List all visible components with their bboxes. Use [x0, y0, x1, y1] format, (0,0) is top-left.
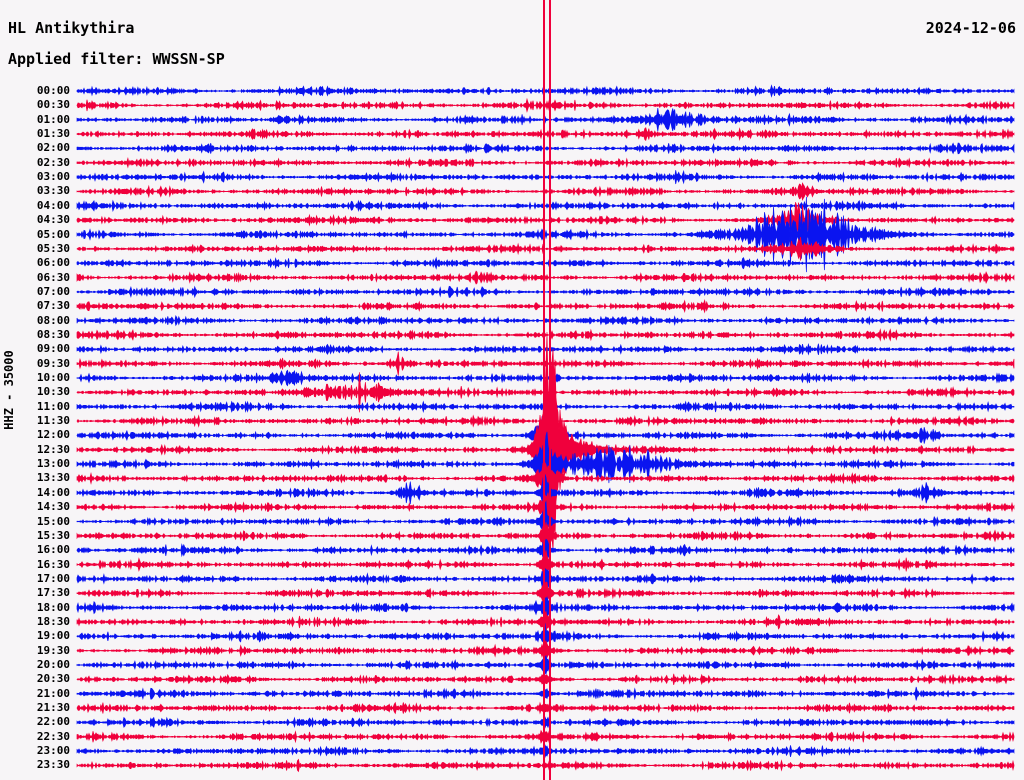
trace-row: [76, 686, 1015, 701]
time-label-0400: 04:00: [36, 198, 70, 212]
time-label-1100: 11:00: [36, 399, 70, 413]
trace-row: [76, 596, 1015, 620]
time-label-2130: 21:30: [36, 701, 70, 715]
trace-row: [76, 199, 1015, 212]
trace-row: [76, 270, 1015, 285]
trace-row: [76, 314, 1015, 327]
time-label-0230: 02:30: [36, 155, 70, 169]
trace-row: [76, 202, 1015, 239]
trace-row: [76, 182, 1015, 201]
trace-row: [76, 716, 1015, 729]
trace-row: [76, 343, 1015, 356]
trace-row: [76, 701, 1015, 715]
trace-row: [76, 581, 1015, 606]
time-label-2230: 22:30: [36, 729, 70, 743]
applied-filter-label: Applied filter: WWSSN-SP: [8, 50, 225, 68]
trace-row: [76, 196, 1015, 273]
time-label-1000: 10:00: [36, 371, 70, 384]
trace-row: [76, 169, 1015, 185]
trace-row: [76, 758, 1015, 773]
trace-row: [76, 744, 1015, 759]
trace-row: [76, 654, 1015, 676]
trace-row: [76, 474, 1015, 512]
time-label-1530: 15:30: [36, 528, 70, 542]
trace-row: [76, 538, 1015, 562]
trace-row: [76, 299, 1015, 314]
time-label-2200: 22:00: [36, 715, 70, 729]
time-label-1500: 15:00: [36, 514, 70, 528]
time-label-0300: 03:00: [36, 170, 70, 184]
time-label-1900: 19:00: [36, 629, 70, 643]
trace-row: [76, 673, 1015, 686]
trace-row: [76, 567, 1015, 590]
time-label-1130: 11:30: [36, 414, 70, 428]
trace-row: [76, 142, 1015, 155]
trace-row: [76, 97, 1015, 113]
trace-row: [76, 108, 1015, 132]
time-label-2300: 23:00: [36, 744, 70, 758]
trace-row: [76, 285, 1015, 299]
time-label-0030: 00:30: [36, 98, 70, 112]
time-label-0200: 02:00: [36, 141, 70, 155]
trace-row: [76, 729, 1015, 744]
time-label-0730: 07:30: [36, 299, 70, 313]
time-label-1630: 16:30: [36, 557, 70, 571]
time-label-0130: 01:30: [36, 127, 70, 141]
time-label-1600: 16:00: [36, 543, 70, 557]
trace-row: [76, 522, 1015, 550]
time-label-0900: 09:00: [36, 342, 70, 356]
time-label-1200: 12:00: [36, 428, 70, 442]
time-label-1330: 13:30: [36, 471, 70, 485]
time-label-0530: 05:30: [36, 241, 70, 255]
time-label-2100: 21:00: [36, 686, 70, 700]
trace-row: [76, 623, 1015, 650]
trace-row: [76, 328, 1015, 342]
time-label-0100: 01:00: [36, 112, 70, 126]
trace-row: [76, 500, 1015, 543]
time-label-1300: 13:00: [36, 457, 70, 471]
time-label-2030: 20:30: [36, 672, 70, 686]
trace-row: [76, 84, 1015, 98]
time-label-1230: 12:30: [36, 442, 70, 456]
trace-row: [76, 550, 1015, 579]
time-label-0500: 05:00: [36, 227, 70, 241]
trace-row: [76, 351, 1015, 376]
time-label-0630: 06:30: [36, 270, 70, 284]
time-label-0930: 09:30: [36, 356, 70, 370]
trace-row: [76, 237, 1015, 261]
trace-row: [76, 156, 1015, 169]
time-label-1030: 10:30: [36, 385, 70, 399]
time-label-2330: 23:30: [36, 758, 70, 772]
time-label-0430: 04:30: [36, 213, 70, 227]
time-label-0600: 06:00: [36, 256, 70, 270]
time-label-1430: 14:30: [36, 500, 70, 514]
time-label-0800: 08:00: [36, 313, 70, 327]
time-label-0000: 00:00: [36, 84, 70, 97]
time-label-1800: 18:00: [36, 600, 70, 614]
trace-row: [76, 256, 1015, 270]
station-title: HL Antikythira: [8, 19, 135, 37]
time-label-2000: 20:00: [36, 658, 70, 671]
trace-row: [76, 127, 1015, 142]
trace-row: [76, 640, 1015, 661]
time-label-1930: 19:30: [36, 643, 70, 657]
time-label-0700: 07:00: [36, 284, 70, 298]
time-label-1730: 17:30: [36, 586, 70, 600]
date-label: 2024-12-06: [925, 19, 1016, 37]
time-label-0830: 08:30: [36, 327, 70, 341]
trace-row: [76, 610, 1015, 634]
time-label-1400: 14:00: [36, 485, 70, 499]
time-label-1700: 17:00: [36, 571, 70, 585]
time-label-1830: 18:30: [36, 614, 70, 628]
time-label-0330: 03:30: [36, 184, 70, 198]
